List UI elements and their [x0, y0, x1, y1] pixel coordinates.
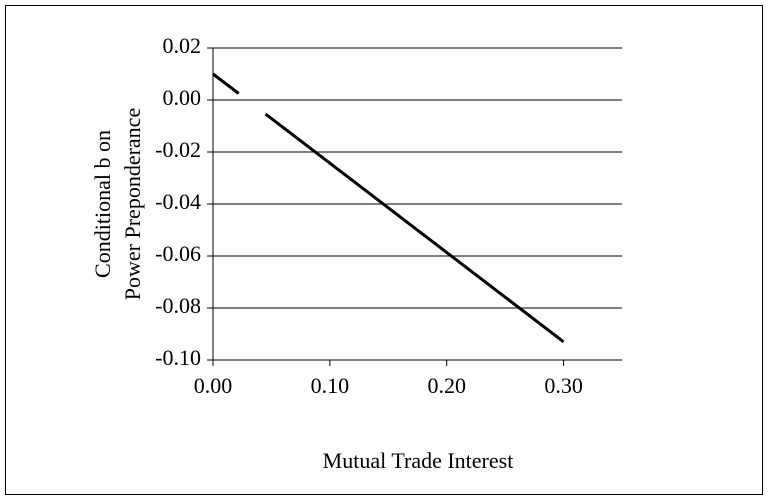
x-tick-label: 0.00	[194, 373, 233, 398]
y-tick-label: 0.02	[163, 33, 202, 58]
y-tick-label: -0.06	[155, 241, 201, 266]
y-tick-label: -0.04	[155, 189, 201, 214]
x-tick-label: 0.30	[544, 373, 583, 398]
y-axis-label-line: Power Preponderance	[120, 108, 145, 300]
x-axis-label: Mutual Trade Interest	[323, 448, 514, 473]
chart-frame	[5, 5, 763, 495]
y-tick-label: -0.10	[155, 345, 201, 370]
y-tick-label: -0.02	[155, 137, 201, 162]
data-line	[212, 72, 565, 343]
y-axis-label: Conditional b on Power Preponderance	[90, 108, 145, 300]
y-axis-label-line: Conditional b on	[90, 130, 115, 278]
y-tick-label: 0.00	[163, 85, 202, 110]
x-tick-label: 0.10	[311, 373, 350, 398]
x-tick-label: 0.20	[427, 373, 466, 398]
y-tick-label: -0.08	[155, 293, 201, 318]
